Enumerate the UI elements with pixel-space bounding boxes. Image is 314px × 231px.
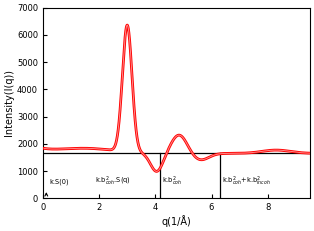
Text: k.b$^2_{coh}$.S(q): k.b$^2_{coh}$.S(q) <box>95 174 131 188</box>
Text: k.S(0): k.S(0) <box>49 178 69 185</box>
Text: k.b$^2_{coh}$+k.b$^2_{incoh}$: k.b$^2_{coh}$+k.b$^2_{incoh}$ <box>222 174 271 188</box>
Y-axis label: Intensity(I(q)): Intensity(I(q)) <box>4 70 14 137</box>
Text: k.b$^2_{coh}$: k.b$^2_{coh}$ <box>162 174 182 188</box>
X-axis label: q(1/Å): q(1/Å) <box>161 215 191 227</box>
